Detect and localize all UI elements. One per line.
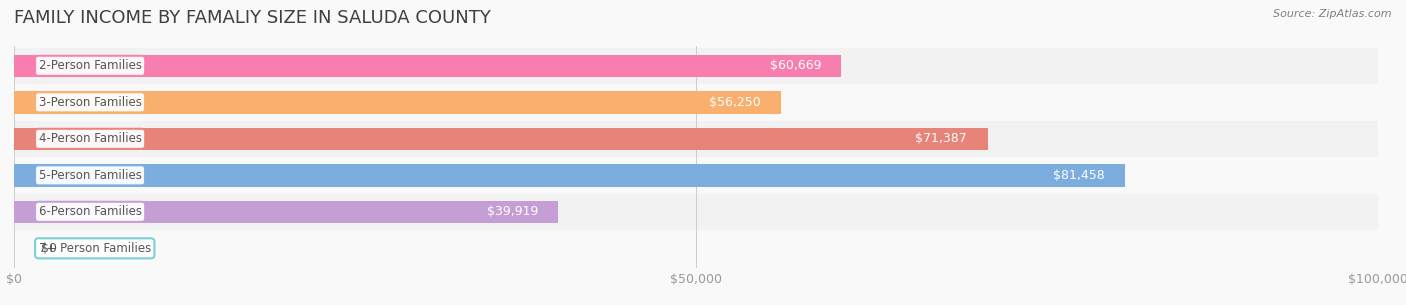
Text: 6-Person Families: 6-Person Families [38, 205, 142, 218]
Text: $81,458: $81,458 [1053, 169, 1105, 182]
Bar [14, 194, 1378, 230]
Text: 3-Person Families: 3-Person Families [38, 96, 142, 109]
Text: Source: ZipAtlas.com: Source: ZipAtlas.com [1274, 9, 1392, 19]
Bar [14, 48, 1378, 84]
Text: 5-Person Families: 5-Person Families [38, 169, 142, 182]
Bar [14, 164, 1125, 187]
Text: $71,387: $71,387 [915, 132, 967, 145]
Bar [14, 91, 782, 114]
Text: $56,250: $56,250 [709, 96, 761, 109]
Text: $39,919: $39,919 [486, 205, 538, 218]
Bar [14, 84, 1378, 120]
Bar [14, 157, 1378, 193]
Bar [14, 55, 841, 77]
Bar [14, 127, 987, 150]
Bar [14, 200, 558, 223]
Bar [14, 231, 1378, 266]
Text: 7+ Person Families: 7+ Person Families [38, 242, 150, 255]
Bar [14, 121, 1378, 157]
Text: 2-Person Families: 2-Person Families [38, 59, 142, 72]
Text: FAMILY INCOME BY FAMALIY SIZE IN SALUDA COUNTY: FAMILY INCOME BY FAMALIY SIZE IN SALUDA … [14, 9, 491, 27]
Text: $0: $0 [41, 242, 58, 255]
Text: $60,669: $60,669 [769, 59, 821, 72]
Text: 4-Person Families: 4-Person Families [38, 132, 142, 145]
